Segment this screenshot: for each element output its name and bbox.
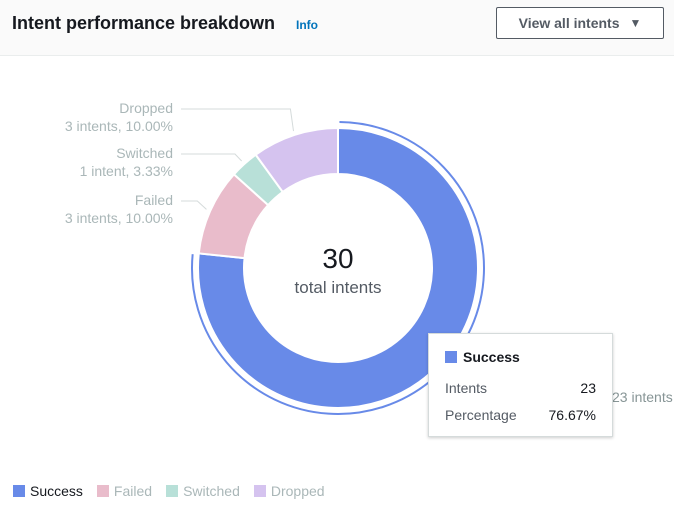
slice-label: 1 intent, 3.33% bbox=[80, 163, 173, 179]
slice-name: Switched bbox=[116, 145, 173, 161]
legend-item-failed[interactable]: Failed bbox=[96, 483, 153, 499]
center-label: total intents bbox=[295, 278, 382, 297]
legend-label: Dropped bbox=[270, 483, 325, 499]
legend-item-success[interactable]: Success bbox=[13, 483, 83, 499]
legend-label: Success bbox=[30, 483, 83, 499]
info-link[interactable]: Info bbox=[296, 18, 318, 32]
caret-down-icon: ▼ bbox=[629, 16, 642, 30]
tooltip-swatch bbox=[445, 351, 457, 363]
legend: Success Failed Switched Dropped bbox=[13, 483, 325, 499]
slice-name: Failed bbox=[135, 192, 173, 208]
slice-dropped[interactable] bbox=[254, 126, 339, 194]
tooltip-value: 76.67% bbox=[548, 407, 596, 423]
leader-line bbox=[181, 108, 294, 132]
slice-label: 23 intents, 76.67% bbox=[612, 389, 674, 405]
button-label: View all intents bbox=[518, 15, 620, 31]
legend-swatch bbox=[166, 485, 179, 497]
legend-swatch bbox=[253, 485, 266, 497]
legend-label: Failed bbox=[113, 483, 153, 499]
legend-label: Switched bbox=[183, 483, 240, 499]
header: Intent performance breakdown Info View a… bbox=[0, 0, 674, 56]
slice-label: 3 intents, 10.00% bbox=[65, 210, 173, 226]
leader-line bbox=[181, 200, 207, 210]
tooltip-key: Intents bbox=[445, 380, 488, 396]
tooltip: Success Intents 23 Percentage 76.67% bbox=[428, 333, 613, 437]
view-all-intents-button[interactable]: View all intents ▼ bbox=[496, 7, 664, 39]
tooltip-key: Percentage bbox=[445, 407, 517, 423]
legend-item-switched[interactable]: Switched bbox=[166, 483, 240, 499]
legend-swatch bbox=[96, 485, 109, 497]
page-title: Intent performance breakdown bbox=[12, 13, 276, 33]
center-value: 30 bbox=[322, 243, 353, 274]
slice-label: 3 intents, 10.00% bbox=[65, 118, 173, 134]
legend-item-dropped[interactable]: Dropped bbox=[253, 483, 325, 499]
legend-swatch bbox=[13, 485, 25, 497]
leader-line bbox=[181, 153, 243, 162]
slice-success[interactable] bbox=[197, 126, 479, 409]
slice-name: Dropped bbox=[119, 100, 173, 116]
tooltip-title: Success bbox=[463, 349, 520, 365]
tooltip-value: 23 bbox=[580, 380, 596, 396]
